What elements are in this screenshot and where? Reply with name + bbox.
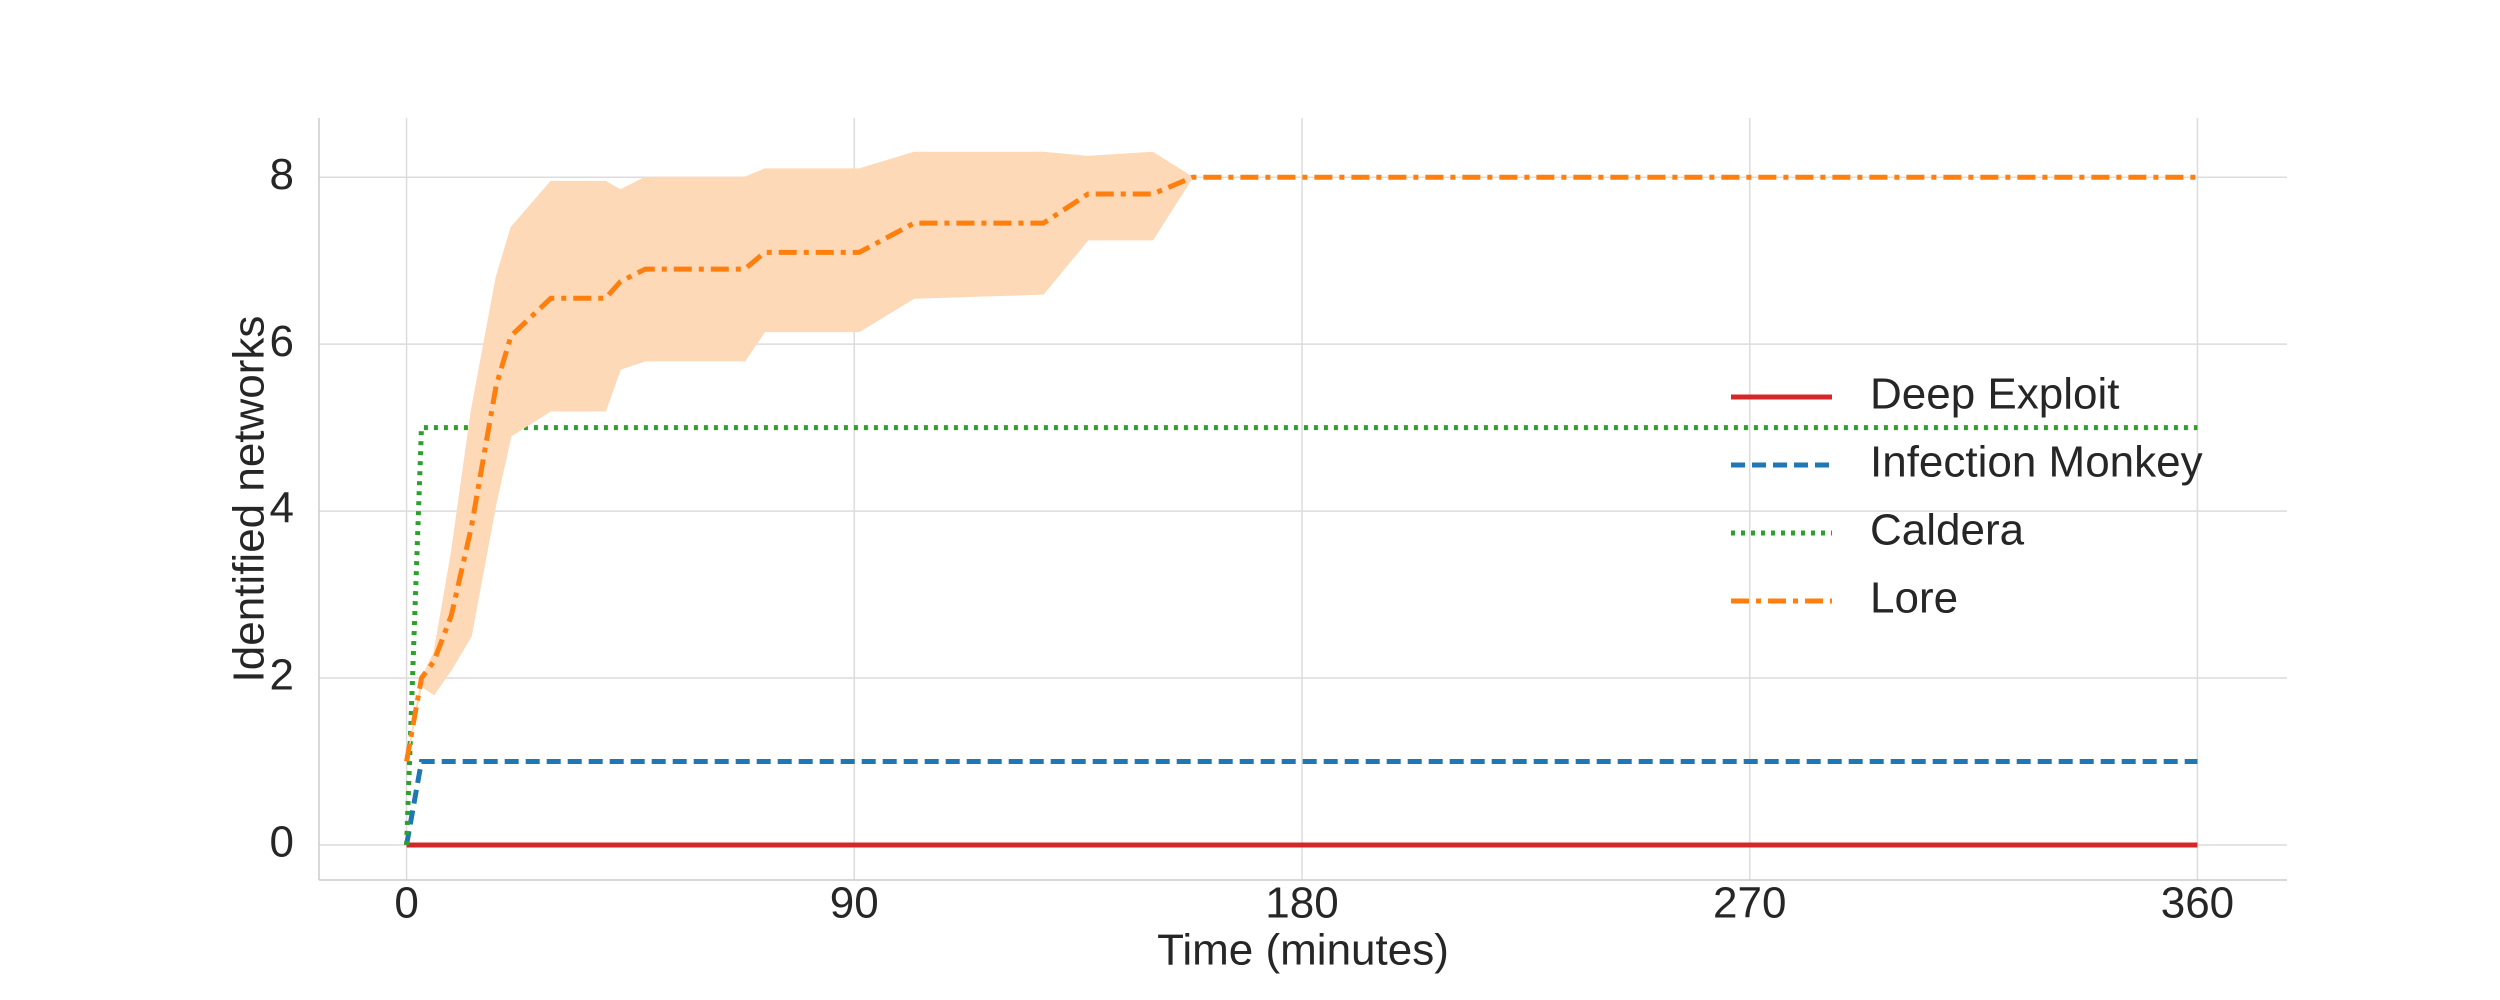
- x-tick-label: 360: [2161, 879, 2234, 928]
- legend-label: Caldera: [1870, 506, 2025, 555]
- y-tick-label: 2: [270, 651, 294, 700]
- y-tick-label: 8: [270, 150, 294, 199]
- x-axis-label: Time (minutes): [1157, 926, 1449, 975]
- series-line: [404, 758, 2198, 846]
- y-tick-label: 4: [270, 484, 294, 533]
- y-tick-label: 0: [270, 818, 294, 867]
- y-tick-label: 6: [270, 317, 294, 366]
- x-tick-label: 90: [830, 879, 879, 928]
- legend-label: Infection Monkey: [1870, 438, 2203, 487]
- x-tick-label: 180: [1265, 879, 1338, 928]
- legend-label: Lore: [1870, 574, 1958, 623]
- x-tick-label: 270: [1713, 879, 1786, 928]
- y-axis-label: Identified networks: [225, 316, 274, 683]
- legend-label: Deep Exploit: [1870, 370, 2119, 419]
- confidence-band: [406, 151, 2198, 762]
- series-line: [404, 425, 2198, 846]
- x-tick-label: 0: [394, 879, 418, 928]
